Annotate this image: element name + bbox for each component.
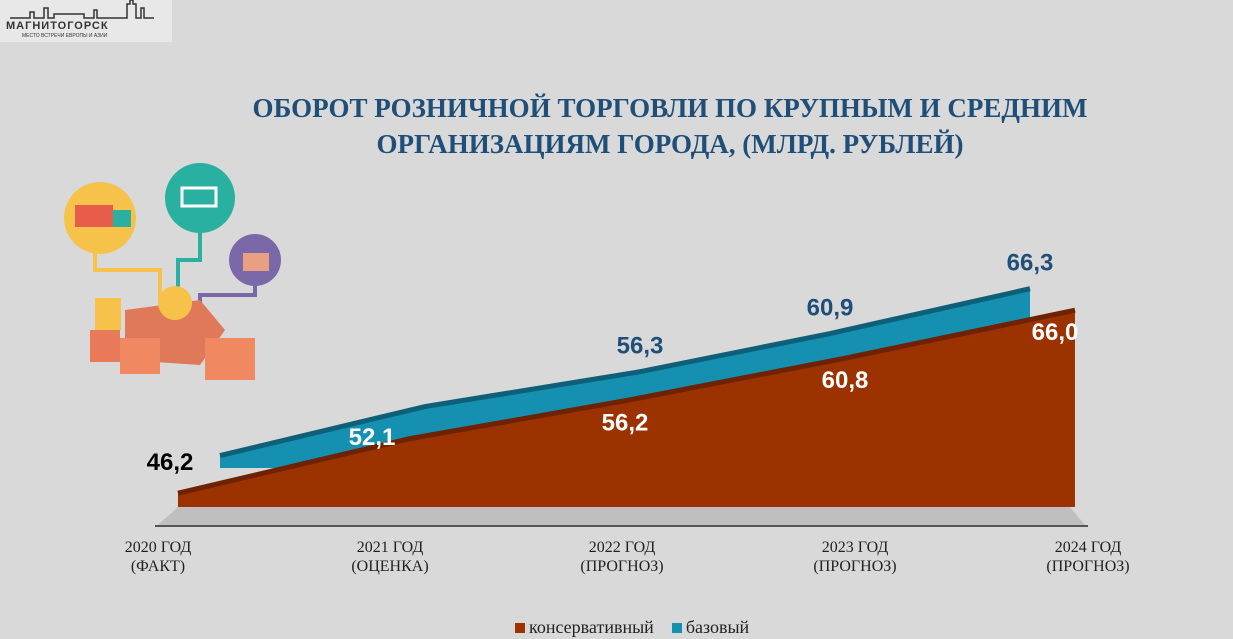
skyline-icon — [10, 0, 154, 19]
x-tick-line: 2022 ГОД — [588, 539, 656, 556]
data-label: 66,3 — [1007, 250, 1054, 277]
x-tick-label: 2024 ГОД (ПРОГНОЗ) — [1018, 538, 1158, 576]
data-label: 56,2 — [602, 410, 649, 437]
x-tick-line: (ПРОГНОЗ) — [1046, 558, 1130, 575]
decor-illustration — [64, 163, 281, 380]
data-label: 56,3 — [617, 333, 664, 360]
data-label: 46,2 — [147, 449, 194, 476]
cart-icon — [165, 163, 235, 233]
x-tick-line: (ФАКТ) — [130, 558, 186, 575]
x-tick-label: 2021 ГОД (ОЦЕНКА) — [320, 538, 460, 576]
x-tick-label: 2023 ГОД (ПРОГНОЗ) — [785, 538, 925, 576]
legend: консервативный базовый — [515, 617, 749, 638]
data-label: 60,8 — [822, 367, 869, 394]
legend-item-conservative: консервативный — [515, 617, 654, 638]
chart-floor — [158, 507, 1085, 525]
legend-swatch — [671, 623, 682, 633]
chart-title: ОБОРОТ РОЗНИЧНОЙ ТОРГОВЛИ ПО КРУПНЫМ И С… — [252, 93, 1088, 159]
x-tick-line: (ОЦЕНКА) — [351, 558, 429, 575]
data-label: 52,1 — [349, 424, 396, 451]
x-tick-line: 2020 ГОД — [124, 539, 192, 556]
x-tick-line: 2023 ГОД — [821, 539, 889, 556]
x-tick-line: (ПРОГНОЗ) — [813, 558, 897, 575]
data-label: 60,9 — [807, 295, 854, 322]
area-top-edge — [177, 307, 1076, 496]
data-label: 66,0 — [1032, 319, 1079, 346]
x-tick-line: 2024 ГОД — [1054, 539, 1122, 556]
x-tick-line: 2021 ГОД — [356, 539, 424, 556]
x-tick-label: 2020 ГОД (ФАКТ) — [88, 538, 228, 576]
city-logo: МАГНИТОГОРСК МЕСТО ВСТРЕЧИ ЕВРОПЫ И АЗИИ — [0, 0, 172, 42]
coin-icon — [158, 286, 192, 320]
x-tick-line: (ПРОГНОЗ) — [580, 558, 664, 575]
legend-swatch — [515, 623, 525, 633]
legend-item-base: базовый — [671, 617, 749, 638]
x-tick-label: 2022 ГОД (ПРОГНОЗ) — [552, 538, 692, 576]
area-top-edge — [219, 286, 1031, 458]
